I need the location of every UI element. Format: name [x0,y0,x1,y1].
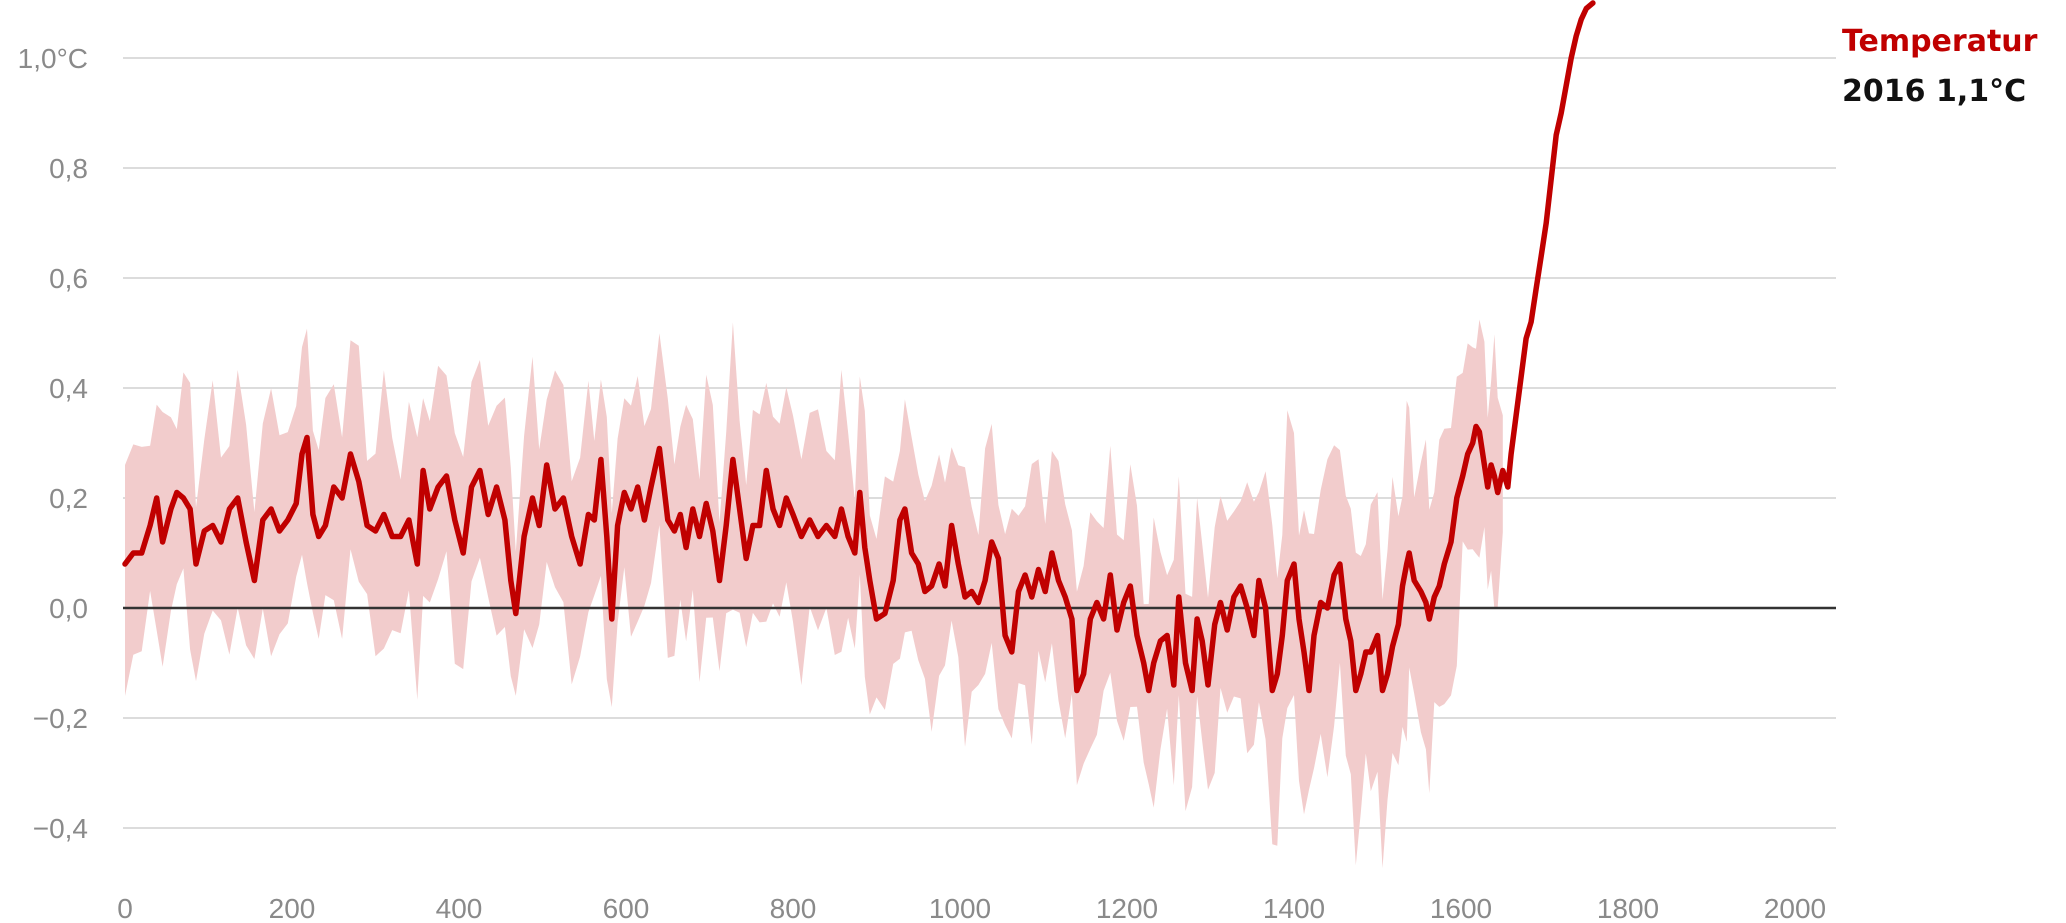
annotation-value: 2016 1,1°C [1842,74,2027,109]
x-tick-label: 1600 [1430,893,1492,923]
x-tick-label: 1200 [1096,893,1158,923]
y-tick-label: 0,6 [49,263,88,294]
x-tick-label: 1800 [1597,893,1659,923]
x-tick-label: 0 [117,893,133,923]
x-tick-label: 1400 [1263,893,1325,923]
temperature-series [122,0,1596,694]
x-tick-label: 2000 [1764,893,1826,923]
annotation-title: Temperatur [1842,24,2038,59]
temperature-line [122,0,1596,694]
x-tick-label: 1000 [929,893,991,923]
y-tick-label: 0,0 [49,593,88,624]
y-axis-ticks: 1,0°C 0,8 0,6 0,4 0,2 0,0 −0,2 −0,4 [18,43,88,844]
x-tick-label: 200 [269,893,316,923]
x-tick-label: 800 [770,893,817,923]
y-tick-label: 0,2 [49,483,88,514]
uncertainty-band-area [125,319,1503,869]
x-axis-ticks: 0 200 400 600 800 1000 1200 1400 1600 1800 2000 [117,893,1826,923]
x-tick-label: 600 [603,893,650,923]
y-tick-label: −0,4 [33,813,88,844]
y-tick-label: 0,4 [49,373,88,404]
x-tick-label: 400 [436,893,483,923]
y-tick-label: 1,0°C [18,43,88,74]
y-tick-label: 0,8 [49,153,88,184]
uncertainty-band [125,319,1503,869]
y-tick-label: −0,2 [33,703,88,734]
